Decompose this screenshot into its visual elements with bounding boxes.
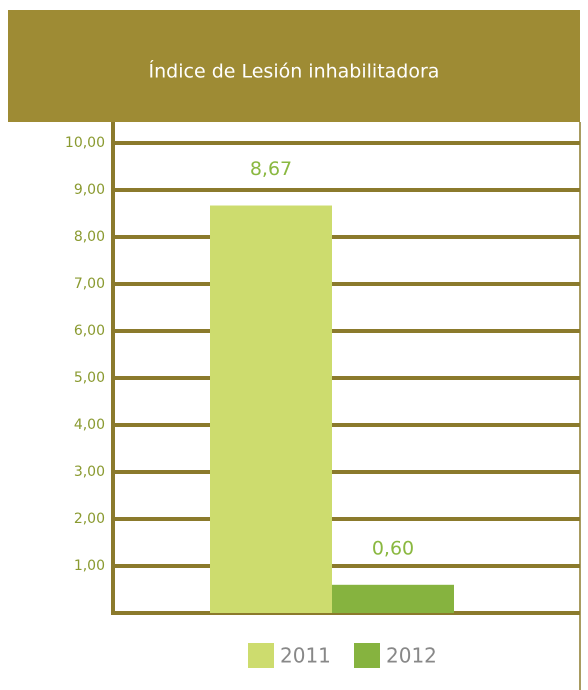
bar [210, 205, 332, 613]
y-tick-label: 3,00 [74, 464, 105, 480]
legend-label: 2011 [280, 644, 331, 668]
y-tick-label: 8,00 [74, 229, 105, 245]
y-tick-label: 2,00 [74, 511, 105, 527]
y-tick-label: 10,00 [65, 135, 105, 151]
y-tick-label: 4,00 [74, 417, 105, 433]
y-tick-label: 7,00 [74, 276, 105, 292]
data-label: 0,60 [372, 537, 414, 559]
y-tick-label: 6,00 [74, 323, 105, 339]
data-label: 8,67 [250, 158, 292, 180]
legend-swatch [248, 643, 274, 668]
chart-title: Índice de Lesión inhabilitadora [149, 60, 440, 83]
bar [332, 584, 454, 613]
legend-swatch [354, 643, 380, 668]
y-tick-label: 5,00 [74, 370, 105, 386]
y-tick-label: 9,00 [74, 182, 105, 198]
y-tick-label: 1,00 [74, 558, 105, 574]
legend-label: 2012 [386, 644, 437, 668]
title-band [8, 10, 580, 122]
